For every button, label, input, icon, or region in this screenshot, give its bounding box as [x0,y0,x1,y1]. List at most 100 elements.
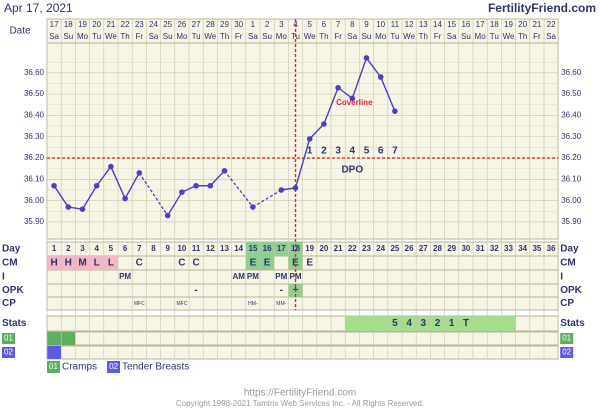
row-label-right: OPK [560,285,582,296]
intercourse-entry: PM [275,272,287,281]
date: 8 [350,20,355,29]
day-number: 6 [123,244,128,253]
date: 20 [92,20,101,29]
day-number: 29 [447,244,456,253]
temperature-point [321,121,327,127]
fertile-day [260,242,275,256]
weekday: Tu [390,32,399,41]
day-number: 8 [151,244,156,253]
symptom-code: 01 [562,334,571,343]
symptom-code-box [560,347,574,358]
weekday: Su [362,32,372,41]
y-tick-label: 36.00 [24,196,45,205]
coverline-label: Coverline [336,98,373,107]
stats-entry: T [463,318,469,329]
y-tick-label: 36.30 [24,132,45,141]
day-number: 11 [192,244,201,253]
date: 16 [461,20,470,29]
date: 23 [135,20,144,29]
row-label: CM [2,258,18,269]
fertile-day [274,242,289,256]
day-number: 15 [248,244,257,253]
cm-highlight [245,256,260,270]
date: 11 [391,20,400,29]
header-date: Apr 17, 2021 [4,1,73,15]
y-tick-label: 36.40 [24,111,45,120]
day-number: 19 [305,244,314,253]
cm-entry: E [264,258,271,269]
date: 30 [234,20,243,29]
temperature-point [221,168,228,174]
weekday: Tu [192,32,201,41]
date-label: Date [9,26,31,37]
row-label-right: CM [560,258,576,269]
weekday: We [503,32,515,41]
legend-name: Cramps [62,362,97,373]
day-number: 22 [348,244,357,253]
date: 17 [50,20,59,29]
y-tick-label: 36.60 [24,68,45,77]
weekday: Th [120,32,129,41]
weekday: Tu [92,32,101,41]
y-tick-label-right: 36.20 [561,153,582,162]
date: 14 [433,20,442,29]
fertile-day [245,242,260,256]
row-label: I [2,272,5,283]
day-number: 31 [476,244,485,253]
day-number: 21 [334,244,343,253]
legend-name: Tender Breasts [122,362,189,373]
legend-swatch [47,361,60,373]
weekday: Th [319,32,328,41]
stats-entry: 1 [449,318,455,329]
temperature-point [79,206,86,212]
temperature-point [335,84,341,91]
date: 18 [490,20,499,29]
day-number: 10 [177,244,186,253]
stats-entry: 5 [392,318,398,329]
day-number: 34 [518,244,527,253]
date: 22 [121,20,130,29]
day-number: 27 [419,244,428,253]
dpo-number: 7 [392,146,398,157]
temperature-point [108,163,114,170]
stats-entry: 3 [421,318,427,329]
cm-entry: L [94,258,100,269]
weekday: Mo [276,32,288,41]
dpo-number: 1 [307,146,313,157]
y-tick-label: 36.20 [24,153,45,162]
row-label-right: Stats [560,318,585,329]
date: 10 [376,20,385,29]
weekday: Sa [447,32,457,41]
footer-url[interactable]: https://FertilityFriend.com [244,388,356,399]
legend-code: 01 [49,362,58,371]
weekday: Fr [434,32,442,41]
cm-entry: L [108,258,114,269]
cm-highlight [103,256,118,270]
cm-entry: E [306,258,313,269]
date: 20 [518,20,527,29]
weekday: Su [163,32,173,41]
cm-highlight [260,256,275,270]
row-label: CP [2,298,16,309]
temperature-point [207,182,214,189]
y-tick-label: 36.50 [24,89,45,98]
weekday: Mo [77,32,89,41]
day-number: 12 [206,244,215,253]
date: 5 [307,20,312,29]
intercourse-entry: PM [119,272,131,281]
date: 29 [220,20,229,29]
y-tick-label-right: 36.30 [561,132,582,141]
cm-highlight [47,256,62,270]
row-label-right: CP [560,298,574,309]
weekday: Fr [334,32,342,41]
day-number: 2 [66,244,71,253]
stats-entry: 2 [435,318,441,329]
day-number: 36 [547,244,556,253]
cm-entry: M [78,258,86,269]
temperature-point [363,55,370,61]
site-name[interactable]: FertilityFriend.com [488,1,596,15]
day-number: 5 [109,244,114,253]
row-label-right: Day [560,244,579,255]
temperature-point [65,204,72,210]
cm-entry: E [292,258,299,269]
